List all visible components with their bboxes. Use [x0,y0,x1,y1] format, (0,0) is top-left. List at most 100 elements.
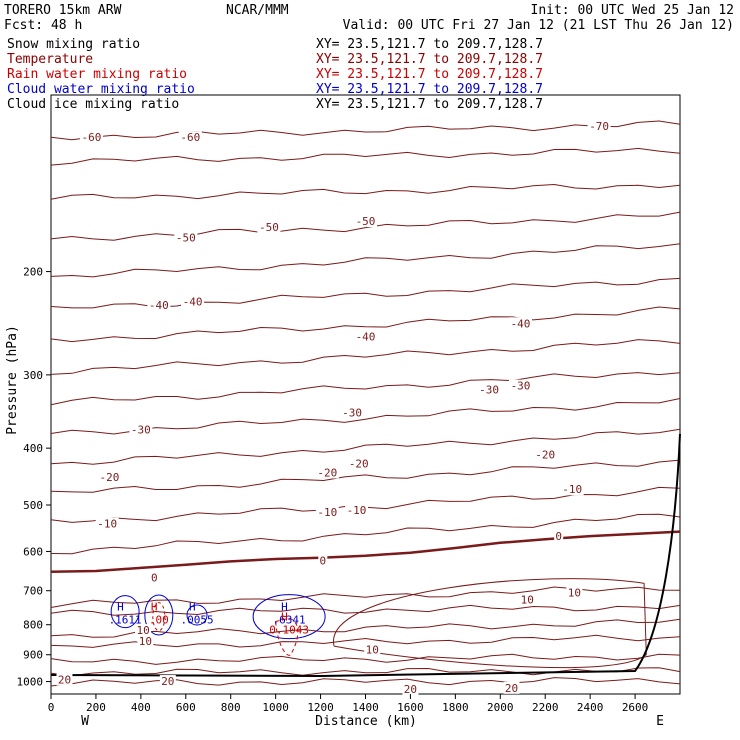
contour-label: 0 [151,572,158,585]
x-tick-label: 1800 [442,701,469,714]
legend-label: Cloud water mixing ratio [7,82,195,97]
contour-label: -60 [81,131,101,144]
contour-label-bg [95,517,119,530]
contour-label: -30 [131,424,151,437]
contour-label: -40 [511,317,531,330]
contour-label-bg [129,423,153,436]
contour-label-bg [318,554,328,567]
contour-label: 20 [58,674,71,687]
x-tick-label: 2200 [532,701,559,714]
maximum-marker: H [151,600,158,613]
contour-label-bg [354,215,377,228]
isotherm-line [50,677,681,687]
contour-label-bg [257,221,281,234]
contour-label: 10 [568,587,581,600]
plot-frame [50,94,681,695]
contour-label: -20 [349,458,369,471]
y-tick-label: 1000 [17,676,44,689]
x-tick-label: 1600 [397,701,424,714]
x-tick-label: 1200 [307,701,334,714]
x-tick-label: 2400 [577,701,604,714]
legend-xy: XY= 23.5,121.7 to 209.7,128.7 [316,97,543,112]
x-tick-label: 600 [176,701,196,714]
contour-label: -40 [149,299,169,312]
isotherm-line [50,604,681,616]
contour-label: -50 [259,221,279,234]
legend-xy: XY= 23.5,121.7 to 209.7,128.7 [316,37,543,52]
contour-label-bg [149,571,159,584]
contour-label-bg [509,317,533,330]
contour-label-bg [560,483,584,496]
x-axis: 0 200 400 600 800 1000 1200 1400 1600 1800 2000 220… [48,694,664,729]
isotherm-line [50,459,681,493]
contour-label-bg [181,295,205,308]
y-tick-label: 900 [23,649,43,662]
x-tick-label: 2000 [487,701,514,714]
maximum-marker: H [117,600,124,613]
contour-label-bg [159,675,176,688]
isotherm-line [50,428,681,465]
contour-label: -20 [535,448,555,461]
freezing-level-contour [50,530,681,574]
contour-label: 0 [555,530,562,543]
legend-xy: XY= 23.5,121.7 to 209.7,128.7 [316,67,543,82]
x-end-label-east: E [656,714,664,729]
contour-label: -30 [511,380,531,393]
isotherm-line [50,667,681,677]
plot-area: -60 -60-70-50-50 -50-40 -40-40-40-30-30-30-… [17,94,681,729]
forecast-hour: Fcst: 48 h [4,18,82,33]
contour-label: 20 [505,682,518,695]
terrain-line [50,433,681,678]
maximum-marker: H [281,600,288,613]
contour-label: -50 [356,215,376,228]
x-tick-label: 1400 [352,701,379,714]
maximum-value: 0.1043 [269,624,309,637]
contour-label-bg [315,506,339,519]
contour-label: 10 [521,594,534,607]
contour-label: -60 [180,131,200,144]
x-tick-label: 2600 [622,701,649,714]
y-tick-label: 700 [23,585,43,598]
contour-label: 10 [136,624,149,637]
model-title: TORERO 15km ARW [4,3,122,18]
contour-label: -10 [347,504,367,517]
contour-label-bg [477,383,501,396]
maximum-marker: H [189,600,196,613]
contour-label-bg [587,120,611,133]
maximum-value: .1611 [109,613,142,626]
freezing-level-line [50,530,681,574]
legend-label: Cloud ice mixing ratio [7,97,179,112]
x-tick-label: 1000 [262,701,289,714]
x-tick-label: 400 [131,701,151,714]
contour-label-bg [354,330,377,343]
isotherm-line [50,183,681,200]
contour-label: -40 [183,296,203,309]
temperature-contours [50,120,681,687]
contour-label-bg [533,448,557,461]
y-tick-label: 400 [23,442,43,455]
y-axis: 200 300 400 500 600 700 800 900 1000 [17,266,51,689]
contour-label: -20 [317,466,337,479]
y-tick-label: 300 [23,369,43,382]
contour-label-bg [174,231,198,244]
contour-label-bg [402,683,419,696]
isotherm-line [50,339,681,375]
legend-label: Snow mixing ratio [7,37,140,52]
isotherm-line [50,120,681,141]
contour-label-bg [340,406,364,419]
x-axis-title: Distance (km) [315,714,417,729]
isotherm-line [50,634,681,648]
maximum-value: .00 [149,613,169,626]
contour-label: -10 [562,483,582,496]
init-time: Init: 00 UTC Wed 25 Jan 12 [531,3,735,18]
contour-label: -50 [176,232,196,245]
cloud-water-contour [144,594,174,636]
contour-label-bg [79,131,103,144]
rain-water-contours [152,602,299,656]
legend-xy: XY= 23.5,121.7 to 209.7,128.7 [316,82,543,97]
isotherm-line [50,243,681,278]
contour-label-bg [345,504,369,517]
x-tick-label: 0 [48,701,55,714]
